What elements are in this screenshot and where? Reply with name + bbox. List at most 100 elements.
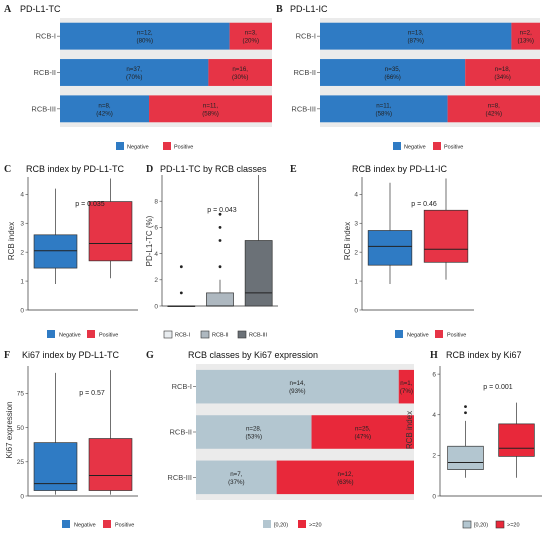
legend-swatch-rcb-2 bbox=[200, 330, 210, 339]
y-axis-label-c: RCB index bbox=[7, 222, 16, 260]
legend-label-rcb-3: RCB-III bbox=[249, 333, 268, 339]
legend-h: [0,20) >=20 bbox=[462, 520, 520, 529]
legend-swatch-positive bbox=[435, 330, 443, 338]
legend-c: Negative Positive bbox=[47, 330, 118, 339]
y-tick-label: RCB-I bbox=[296, 32, 316, 41]
y-tick-label: 8 bbox=[154, 199, 158, 206]
panel-title-h: RCB index by Ki67 bbox=[446, 350, 522, 360]
outlier-point bbox=[218, 226, 222, 229]
panel-e: E RCB index by PD-L1-IC RCB index 0 1 2 3 4 p… bbox=[290, 164, 474, 339]
panel-h: H RCB index by Ki67 RCB index 0 2 4 6 p = 0.… bbox=[405, 350, 542, 529]
legend-swatch-negative bbox=[116, 142, 124, 150]
y-tick-label: 0 bbox=[354, 307, 358, 314]
y-tick-label: 2 bbox=[354, 249, 358, 256]
data-label: n=37, (70%) bbox=[126, 66, 143, 81]
y-axis-label-d: PD-L1-TC (%) bbox=[145, 215, 154, 266]
bar-segment bbox=[398, 369, 414, 404]
y-tick-label: 50 bbox=[17, 425, 25, 432]
y-tick-label: 0 bbox=[432, 493, 436, 500]
panel-b: B PD-L1-IC RCB-I n=13, (87%)n=2, (13%)RCB-I… bbox=[276, 4, 540, 151]
box bbox=[33, 442, 78, 491]
bar-segment bbox=[320, 95, 448, 123]
y-tick-label: RCB-II bbox=[170, 428, 193, 437]
panel-letter-c: C bbox=[4, 164, 11, 175]
legend-a: Negative Positive bbox=[116, 142, 193, 151]
data-label: n=11, (58%) bbox=[202, 102, 219, 117]
box-plot-f: 0 25 50 75 p = 0.57 bbox=[17, 366, 138, 500]
legend-swatch-positive bbox=[103, 520, 111, 528]
stacked-bar-plot-g: RCB-I n=14, (93%) n=1, (7%) RCB-II n=28, (53%) n… bbox=[167, 364, 414, 500]
panel-title-d: PD-L1-TC by RCB classes bbox=[160, 164, 267, 174]
legend-label-negative: Negative bbox=[127, 145, 149, 151]
outlier-point bbox=[464, 411, 467, 415]
bar-segment bbox=[447, 95, 540, 123]
legend-label-rcb-1: RCB-I bbox=[175, 333, 190, 339]
y-tick-label: RCB-III bbox=[167, 473, 192, 482]
legend-swatch-negative bbox=[395, 330, 403, 338]
legend-g: [0,20) >=20 bbox=[263, 520, 322, 529]
panel-letter-f: F bbox=[4, 350, 10, 361]
box bbox=[33, 234, 78, 269]
y-tick-label: RCB-II bbox=[294, 68, 317, 77]
legend-swatch-ki-low bbox=[462, 520, 472, 529]
legend-swatch-rcb-3 bbox=[237, 330, 247, 339]
y-tick-label: 2 bbox=[432, 453, 436, 460]
box bbox=[367, 230, 413, 266]
y-tick-label: 0 bbox=[154, 303, 158, 310]
y-axis-label-f: Ki67 expression bbox=[5, 402, 14, 459]
bar-segment bbox=[60, 22, 230, 50]
bar-segment bbox=[465, 59, 540, 86]
legend-swatch-ki-low bbox=[263, 520, 271, 528]
y-tick-label: RCB-II bbox=[34, 68, 57, 77]
y-tick-label: RCB-III bbox=[31, 104, 56, 113]
data-label: n=16, (30%) bbox=[232, 66, 249, 81]
bar-segment bbox=[320, 22, 512, 50]
panel-g: G RCB classes by Ki67 expression RCB-I n=… bbox=[146, 350, 414, 529]
box-plot-c: 0 1 2 3 4 p = 0.035 bbox=[20, 177, 138, 314]
box bbox=[244, 240, 273, 307]
p-value-annotation: p = 0.46 bbox=[411, 201, 437, 208]
legend-swatch-ki-high bbox=[495, 520, 505, 529]
data-label: n=8, (42%) bbox=[486, 102, 503, 117]
bar-segment bbox=[196, 460, 277, 495]
box-plot-h: 0 2 4 6 p = 0.001 bbox=[432, 366, 542, 500]
legend-label-ki-high: >=20 bbox=[507, 523, 520, 529]
legend-b: Negative Positive bbox=[393, 142, 463, 151]
legend-label-positive: Positive bbox=[447, 333, 466, 339]
p-value-annotation: p = 0.043 bbox=[207, 207, 236, 214]
bar-segment bbox=[320, 59, 466, 86]
panel-letter-g: G bbox=[146, 350, 154, 361]
y-tick-label: RCB-III bbox=[291, 104, 316, 113]
box bbox=[498, 423, 535, 457]
panel-letter-e: E bbox=[290, 164, 297, 175]
bar-segment bbox=[196, 415, 312, 449]
legend-label-negative: Negative bbox=[74, 523, 96, 529]
y-tick-label: 3 bbox=[354, 221, 358, 228]
legend-label-rcb-2: RCB-II bbox=[212, 333, 229, 339]
box bbox=[423, 209, 469, 263]
outlier-point bbox=[218, 212, 222, 216]
data-label: n=11, (58%) bbox=[376, 102, 393, 117]
data-label: n=14, (93%) bbox=[289, 380, 306, 395]
box bbox=[447, 445, 484, 470]
legend-swatch-negative bbox=[47, 330, 55, 338]
data-label: n=25, (47%) bbox=[355, 426, 372, 441]
data-label: n=8, (42%) bbox=[96, 102, 113, 117]
stacked-bar-plot-a: RCB-I n=12, (80%) n=3, (20%) RCB-II n=37, (70%)… bbox=[31, 18, 272, 127]
p-value-annotation: p = 0.035 bbox=[75, 201, 104, 208]
legend-swatch-positive bbox=[87, 330, 95, 338]
y-tick-label: 3 bbox=[20, 221, 24, 228]
y-tick-label: 1 bbox=[354, 278, 358, 285]
box-plot-e: 0 1 2 3 4 p = 0.46 bbox=[354, 177, 474, 314]
panel-title-g: RCB classes by Ki67 expression bbox=[188, 350, 318, 360]
bar-segment bbox=[149, 95, 272, 123]
p-value-annotation: p = 0.57 bbox=[79, 390, 105, 397]
legend-swatch-rcb-1 bbox=[163, 330, 173, 339]
y-tick-label: 0 bbox=[20, 493, 24, 500]
box bbox=[88, 438, 133, 491]
data-label: n=7, (37%) bbox=[228, 471, 245, 486]
y-tick-label: 2 bbox=[20, 249, 24, 256]
legend-label-ki-high: >=20 bbox=[309, 523, 322, 529]
y-tick-label: 75 bbox=[17, 391, 25, 398]
legend-label-negative: Negative bbox=[59, 333, 81, 339]
